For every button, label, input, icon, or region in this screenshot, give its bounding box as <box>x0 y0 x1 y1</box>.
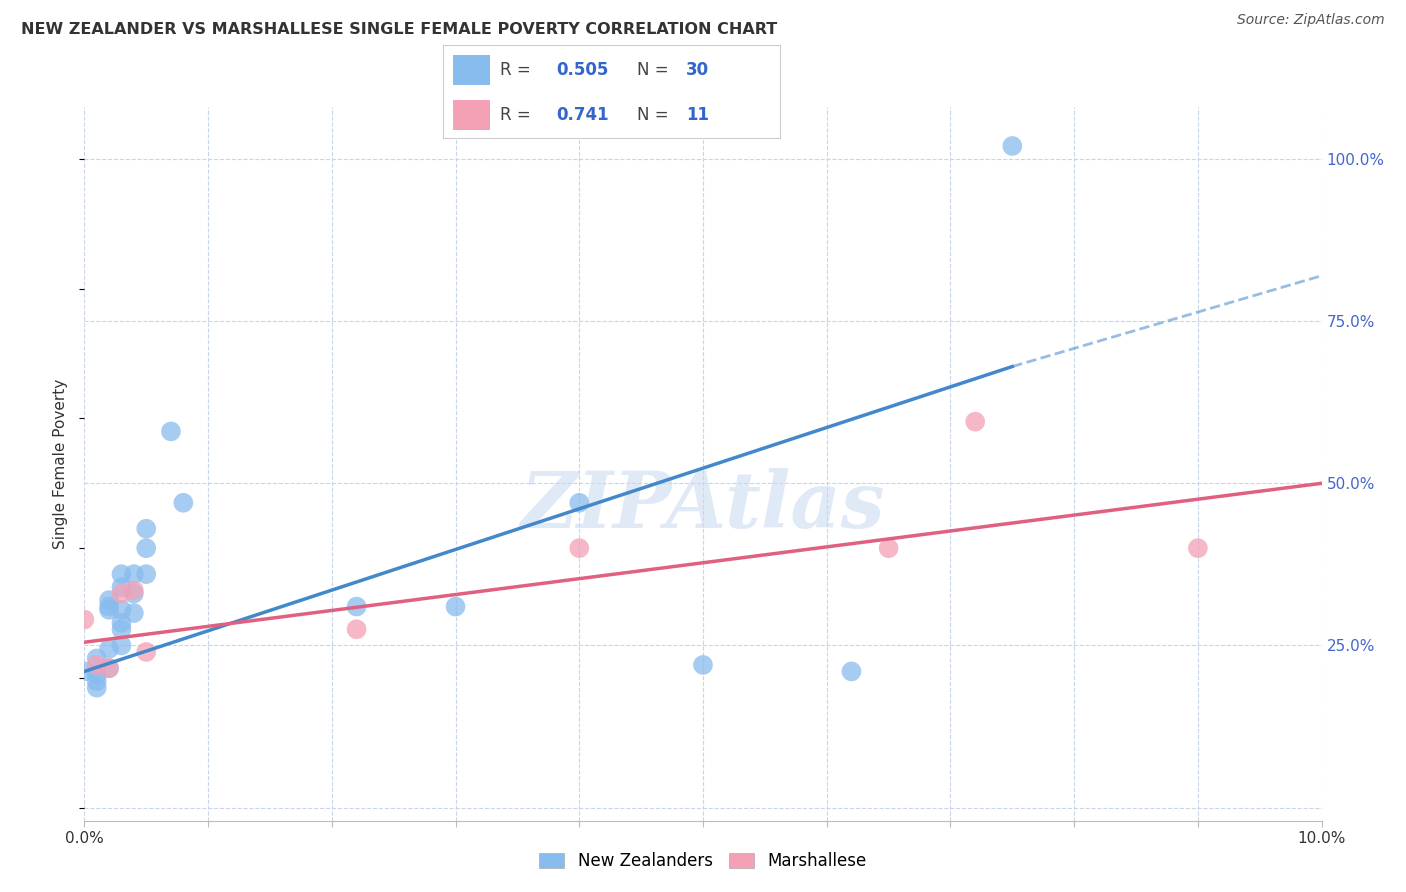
Point <box>135 645 157 659</box>
Point <box>135 522 157 536</box>
Point <box>110 586 132 600</box>
Text: R =: R = <box>501 61 536 78</box>
Text: 11: 11 <box>686 106 709 124</box>
FancyBboxPatch shape <box>453 55 491 85</box>
Point <box>110 567 132 582</box>
Point <box>86 674 108 689</box>
Text: N =: N = <box>637 61 673 78</box>
Point <box>841 665 863 679</box>
Point <box>98 641 121 656</box>
Point <box>346 599 368 614</box>
Point <box>86 651 108 665</box>
Point <box>122 586 145 600</box>
Point <box>98 661 121 675</box>
Point <box>692 657 714 672</box>
Point <box>86 667 108 681</box>
Text: ZIPAtlas: ZIPAtlas <box>520 468 886 545</box>
Point <box>172 496 194 510</box>
Point <box>135 541 157 556</box>
Point <box>110 622 132 636</box>
Y-axis label: Single Female Poverty: Single Female Poverty <box>53 379 69 549</box>
Point <box>1187 541 1209 556</box>
Point <box>110 603 132 617</box>
Legend: New Zealanders, Marshallese: New Zealanders, Marshallese <box>533 846 873 877</box>
Point <box>877 541 900 556</box>
Point <box>86 681 108 695</box>
Point <box>160 425 183 439</box>
Point <box>110 615 132 630</box>
Text: R =: R = <box>501 106 536 124</box>
Point <box>110 639 132 653</box>
FancyBboxPatch shape <box>453 100 491 130</box>
Point <box>98 661 121 675</box>
Point <box>73 613 96 627</box>
Point <box>1001 139 1024 153</box>
Point <box>444 599 467 614</box>
Point <box>122 583 145 598</box>
Point <box>98 603 121 617</box>
Point <box>346 622 368 636</box>
Text: N =: N = <box>637 106 673 124</box>
Point <box>98 599 121 614</box>
Point <box>98 593 121 607</box>
Point <box>86 657 108 672</box>
Point <box>965 415 987 429</box>
Text: 0.505: 0.505 <box>555 61 609 78</box>
Point <box>73 665 96 679</box>
Point <box>135 567 157 582</box>
Point <box>122 606 145 620</box>
Text: NEW ZEALANDER VS MARSHALLESE SINGLE FEMALE POVERTY CORRELATION CHART: NEW ZEALANDER VS MARSHALLESE SINGLE FEMA… <box>21 22 778 37</box>
Point <box>110 580 132 594</box>
Point <box>568 496 591 510</box>
Point <box>568 541 591 556</box>
Point <box>122 567 145 582</box>
Text: Source: ZipAtlas.com: Source: ZipAtlas.com <box>1237 13 1385 28</box>
Text: 30: 30 <box>686 61 709 78</box>
Text: 0.741: 0.741 <box>555 106 609 124</box>
